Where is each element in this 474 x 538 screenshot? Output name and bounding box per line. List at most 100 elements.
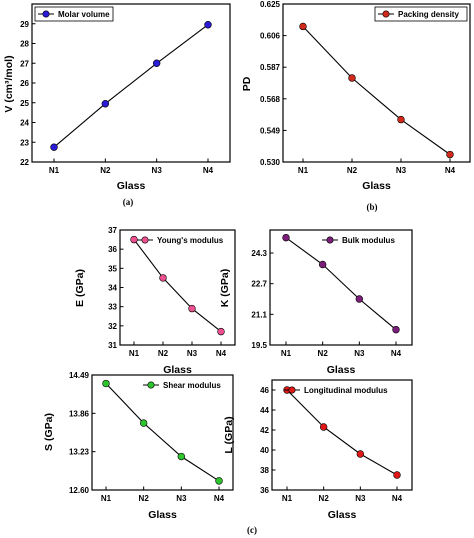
y-tick-label: 22 [20, 158, 29, 167]
legend: Shear modulus [143, 381, 221, 390]
x-tick-label: N3 [176, 494, 187, 503]
data-point [397, 115, 405, 124]
chart-shear-modulus: 12.60 13.23 13.86 14.49 N1 N2 N3 N4 Glass S (GPa)… [43, 371, 234, 521]
y-tick-label: 37 [108, 226, 117, 235]
data-point [50, 143, 58, 151]
panel-label-a: (a) [123, 197, 134, 207]
data-point [356, 450, 365, 458]
plot-frame [269, 229, 413, 346]
y-tick-label: 35 [108, 264, 117, 273]
data-point [319, 423, 328, 431]
x-tick-label: N1 [129, 349, 140, 358]
x-tick-label: N2 [158, 349, 169, 358]
x-tick-label: N3 [396, 166, 407, 175]
y-tick-label: 32 [108, 322, 117, 331]
plot-frame [91, 374, 234, 491]
legend-marker [382, 10, 390, 18]
x-axis-label: Glass [328, 509, 357, 521]
y-tick-label: 23 [20, 138, 29, 147]
panel-label-b: (b) [367, 202, 378, 212]
data-point [299, 22, 307, 31]
legend-label: Molar volume [58, 10, 110, 19]
plot-frame [271, 379, 413, 491]
y-tick-label: 36 [260, 486, 269, 495]
y-axis-label: S (GPa) [43, 413, 55, 451]
y-tick-label: 36 [108, 245, 117, 254]
series-line [133, 239, 222, 333]
plot-frame [119, 229, 236, 346]
y-axis-label: E (GPa) [74, 269, 86, 307]
y-tick-label: 14.49 [69, 371, 90, 380]
x-tick-label: N3 [187, 349, 198, 358]
x-tick-label: N4 [214, 494, 225, 503]
y-tick-label: 13.86 [69, 409, 90, 418]
y-tick-label: 44 [260, 406, 269, 415]
chart-youngs-modulus: 31 32 33 34 35 36 37 N1 N2 N3 N4 Glass E (GPa) Young'… [74, 226, 236, 376]
legend: Bulk modulus [322, 236, 395, 245]
legend-box [34, 6, 114, 22]
data-point [102, 379, 110, 388]
data-point [177, 452, 186, 461]
data-point [393, 471, 401, 479]
data-point [348, 74, 356, 82]
legend-label: Young's modulus [157, 236, 224, 245]
chart-panels: 22 23 24 25 26 27 28 29 N1 N2 N3 N4 Glass V (cm³/mol)… [3, 0, 471, 521]
y-axis-label: V (cm³/mol) [3, 55, 15, 112]
data-point [217, 327, 225, 336]
panel-label-c: (c) [247, 525, 257, 535]
x-axis-label: Glass [148, 509, 177, 521]
x-axis-label: Glass [117, 180, 146, 192]
legend-label: Longitudinal modulus [304, 386, 388, 395]
chart-molar-volume: 22 23 24 25 26 27 28 29 N1 N2 N3 N4 Glass V (cm³/mol)… [3, 3, 231, 192]
x-tick-label: N2 [318, 349, 329, 358]
x-axis-label: Glass [362, 180, 391, 192]
legend-marker [42, 10, 50, 18]
x-tick-label: N2 [319, 494, 330, 503]
y-tick-label: 38 [260, 466, 269, 475]
x-tick-label: N1 [281, 349, 292, 358]
y-tick-label: 34 [108, 284, 117, 293]
data-point [101, 100, 110, 108]
legend: Molar volume [34, 6, 114, 22]
x-tick-label: N4 [203, 166, 214, 175]
y-tick-label: 0.606 [260, 32, 281, 41]
legend-box [374, 6, 468, 22]
x-axis-label: Glass [327, 364, 356, 376]
x-tick-label: N4 [391, 349, 402, 358]
y-tick-label: 29 [20, 20, 29, 29]
y-tick-label: 0.549 [260, 126, 281, 135]
data-point [159, 274, 167, 282]
series-line [286, 389, 398, 476]
legend-marker [326, 236, 334, 244]
y-axis-label: K (GPa) [219, 269, 231, 308]
y-tick-label: 31 [108, 341, 117, 350]
data-point [446, 150, 454, 159]
series-line [105, 383, 220, 482]
y-tick-label: 19.5 [251, 341, 267, 350]
legend: Packing density [374, 6, 468, 22]
legend-label: Packing density [398, 10, 459, 19]
legend-marker [141, 236, 149, 244]
x-tick-label: N2 [347, 166, 358, 175]
x-tick-label: N2 [100, 166, 111, 175]
y-tick-label: 13.23 [69, 448, 90, 457]
x-tick-label: N1 [298, 166, 309, 175]
chart-bulk-modulus: 19.5 21.1 22.7 24.3 N1 N2 N3 N4 Glass K (GPa) Bulk… [219, 229, 413, 376]
y-tick-label: 0.625 [260, 0, 281, 9]
y-tick-label: 46 [260, 386, 269, 395]
y-tick-label: 42 [260, 426, 269, 435]
plot-frame [282, 3, 471, 163]
y-tick-label: 0.587 [260, 63, 281, 72]
y-tick-label: 27 [20, 59, 29, 68]
y-tick-label: 33 [108, 303, 117, 312]
x-tick-label: N3 [152, 166, 163, 175]
x-axis-label: Glass [163, 364, 192, 376]
data-point [282, 233, 290, 242]
data-point [204, 21, 212, 29]
x-tick-label: N2 [139, 494, 150, 503]
legend-label: Bulk modulus [342, 236, 395, 245]
x-tick-label: N3 [354, 349, 365, 358]
data-point [318, 260, 327, 269]
y-axis-label: PD [241, 76, 253, 91]
y-axis-label: L (GPa) [223, 416, 235, 453]
